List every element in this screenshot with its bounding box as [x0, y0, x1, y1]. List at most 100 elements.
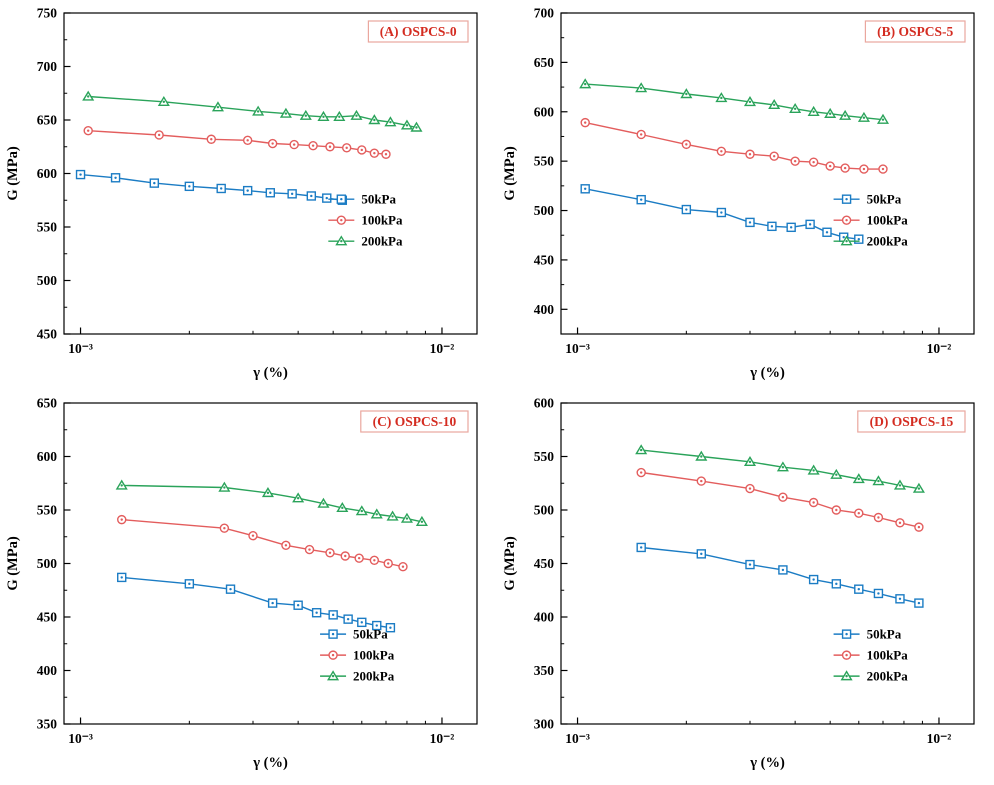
- data-point-center-dot: [700, 455, 703, 458]
- y-tick-label: 300: [534, 717, 555, 732]
- y-tick-label: 450: [534, 252, 555, 267]
- data-point-center-dot: [86, 95, 90, 98]
- data-point-center-dot: [296, 604, 300, 607]
- data-point-center-dot: [845, 632, 848, 636]
- series-200kPa: [579, 78, 890, 124]
- data-point-center-dot: [748, 100, 752, 104]
- data-point-center-dot: [835, 582, 838, 586]
- data-point-center-dot: [881, 167, 885, 171]
- series-100kPa: [117, 514, 408, 572]
- series-200kPa: [82, 90, 423, 132]
- y-tick-label: 550: [534, 449, 555, 464]
- data-point-center-dot: [781, 495, 785, 499]
- data-point-center-dot: [373, 559, 376, 562]
- data-point-center-dot: [341, 506, 344, 510]
- y-tick-label: 550: [534, 154, 555, 169]
- data-point-center-dot: [845, 239, 848, 243]
- axes-ticks: [63, 402, 443, 725]
- x-tick-label: 10⁻³: [565, 341, 590, 356]
- series-100kPa: [83, 125, 391, 159]
- data-point-center-dot: [340, 239, 343, 243]
- data-point-center-dot: [917, 601, 921, 605]
- data-point-center-dot: [835, 473, 838, 476]
- data-point-center-dot: [583, 187, 587, 191]
- legend-label: 50kPa: [867, 627, 902, 642]
- data-point-center-dot: [331, 674, 335, 678]
- x-tick-label: 10⁻³: [565, 731, 590, 746]
- data-point-center-dot: [373, 118, 376, 122]
- data-point-center-dot: [781, 466, 785, 469]
- data-point-center-dot: [793, 159, 797, 163]
- chart-svg: 10⁻³ 10⁻² 450 500 550 600 650 700 750 G (MPa) γ (%…: [5, 6, 478, 381]
- data-point-center-dot: [772, 155, 776, 158]
- data-point-center-dot: [748, 153, 752, 156]
- data-point-center-dot: [223, 486, 226, 489]
- data-point-center-dot: [828, 112, 832, 115]
- x-tick-label: 10⁻²: [430, 341, 455, 356]
- data-point-center-dot: [405, 124, 409, 127]
- axes-ticks: [63, 12, 443, 335]
- panel-label: (A) OSPCS-0: [380, 24, 457, 39]
- data-point-center-dot: [153, 181, 156, 185]
- data-point-center-dot: [845, 653, 848, 657]
- y-tick-label: 400: [37, 663, 58, 678]
- panel-label-box: [360, 410, 469, 433]
- data-point-center-dot: [415, 126, 418, 129]
- data-point-center-dot: [812, 469, 815, 472]
- legend-label: 100kPa: [867, 213, 909, 228]
- legend-label: 100kPa: [867, 648, 909, 663]
- data-point-center-dot: [86, 129, 90, 132]
- data-point-center-dot: [219, 187, 223, 190]
- data-point-center-dot: [862, 116, 866, 119]
- data-point-center-dot: [322, 502, 325, 505]
- data-point-center-dot: [120, 518, 123, 521]
- data-point-center-dot: [162, 100, 166, 104]
- data-point-center-dot: [917, 487, 921, 490]
- data-point-center-dot: [328, 145, 332, 148]
- data-point-center-dot: [898, 597, 902, 601]
- data-point-center-dot: [639, 546, 643, 549]
- data-point-center-dot: [401, 565, 405, 568]
- x-tick-label: 10⁻²: [927, 341, 952, 356]
- data-point-center-dot: [216, 105, 220, 109]
- plot-frame: [63, 402, 478, 725]
- series-line-200kPa: [88, 95, 417, 129]
- legend-label: 200kPa: [867, 234, 909, 249]
- data-point-center-dot: [389, 120, 392, 124]
- data-point-center-dot: [290, 192, 294, 196]
- data-point-center-dot: [292, 143, 296, 146]
- series-50kPa: [580, 184, 864, 244]
- data-point-center-dot: [857, 237, 860, 241]
- data-point-center-dot: [256, 110, 260, 113]
- series-line-50kPa: [641, 546, 920, 604]
- data-point-center-dot: [825, 231, 829, 234]
- data-point-center-dot: [384, 153, 388, 156]
- data-point-center-dot: [296, 497, 300, 500]
- data-point-center-dot: [639, 448, 643, 452]
- data-point-center-dot: [284, 544, 288, 547]
- data-point-center-dot: [325, 196, 328, 200]
- series-50kPa: [75, 169, 348, 205]
- data-point-center-dot: [157, 133, 161, 137]
- legend: 50kPa 100kPa 200kPa: [833, 627, 909, 684]
- data-point-center-dot: [685, 143, 688, 146]
- y-tick-label: 550: [37, 220, 58, 235]
- y-axis-label: G (MPa): [5, 146, 21, 201]
- data-point-center-dot: [877, 479, 880, 483]
- legend: 50kPa 100kPa 200kPa: [833, 192, 909, 249]
- data-point-center-dot: [360, 509, 363, 513]
- data-point-center-dot: [315, 611, 318, 614]
- y-tick-label: 450: [37, 610, 58, 625]
- data-point-center-dot: [310, 194, 313, 198]
- x-tick-label: 10⁻³: [68, 731, 93, 746]
- data-point-center-dot: [269, 191, 272, 194]
- data-point-center-dot: [748, 563, 752, 566]
- data-point-center-dot: [420, 520, 424, 523]
- chart-panel-b: 10⁻³ 10⁻² 400 450 500 550 600 650 700 G (MPa) γ (%…: [497, 0, 994, 390]
- data-point-center-dot: [845, 197, 848, 201]
- data-point-center-dot: [748, 221, 752, 224]
- data-point-center-dot: [812, 578, 815, 581]
- data-point-center-dot: [375, 624, 378, 627]
- data-point-center-dot: [881, 118, 885, 121]
- data-point-center-dot: [246, 139, 249, 142]
